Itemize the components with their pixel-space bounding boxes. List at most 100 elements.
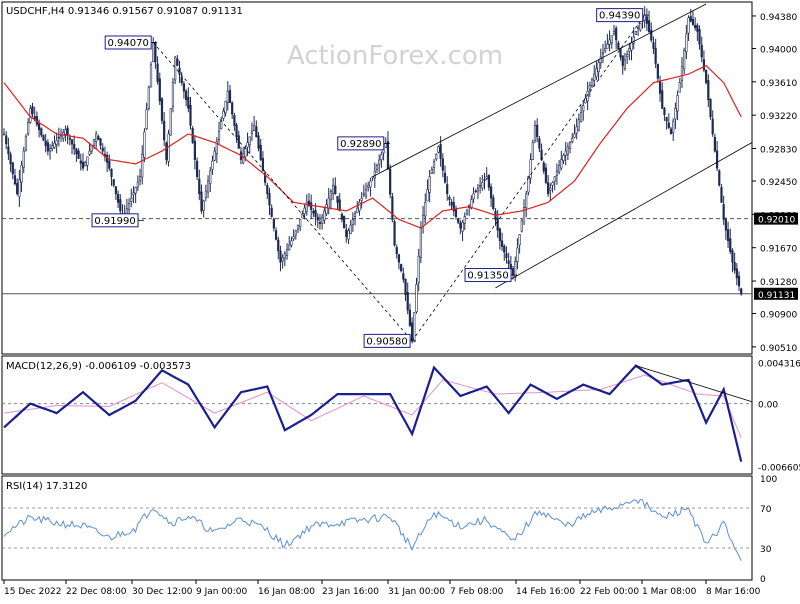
candle-body [597,62,600,73]
candle-body [299,219,302,227]
candle-body [485,176,488,179]
trendline [495,142,753,289]
candle-body [505,253,508,259]
candle-body [99,138,102,146]
candle-body [711,118,714,135]
candle-body [435,153,438,160]
candle-body [33,116,36,120]
candle-body [617,42,620,49]
candle-body [720,187,723,203]
candle-body [658,81,662,94]
candle-body [722,204,725,220]
candle-body [700,44,703,58]
candle-body [389,168,392,195]
candle-body [384,143,387,148]
candle-body [160,98,164,121]
candle-body [713,136,716,152]
candle-body [108,160,111,169]
price-label-text: 0.94070 [108,38,149,49]
candle-body [566,146,569,155]
candle-body [202,200,205,211]
candle-body [310,202,313,210]
candle-body [378,159,381,165]
candle-body [483,179,486,181]
candle-body [143,131,146,158]
rsi-line [3,498,742,561]
candle-body [40,128,43,136]
candle-body [226,90,229,103]
candle-body [441,158,444,171]
candle-body [507,260,510,264]
candle-body [654,47,657,64]
rsi-title: RSI(14) 17.3120 [6,481,87,492]
candle-body [645,16,648,24]
candle-body [303,207,306,215]
candle-body [573,133,576,138]
candle-body [70,139,74,145]
price-label-text: 0.92890 [340,139,381,150]
candle-body [663,108,666,116]
candle-body [402,273,405,280]
candle-body [525,193,528,208]
candle-body [729,238,732,252]
candle-body [189,104,192,126]
x-tick-label: 9 Jan 00:00 [196,587,248,597]
candle-body [329,191,333,201]
candle-body [533,125,537,141]
candle-body [529,159,532,179]
candle-body [674,108,677,120]
price-tick-label: 0.93220 [760,112,797,122]
candle-body [110,168,113,178]
price-label-text: 0.94390 [599,11,640,22]
candle-body [112,179,115,186]
candle-body [340,213,343,220]
candle-body [527,176,530,193]
candle-body [235,124,238,138]
candle-body [11,162,14,175]
rsi-tick-label: 100 [760,475,777,485]
candle-body [261,158,265,172]
candle-body [737,275,741,287]
candle-body [132,192,135,196]
candle-body [22,150,25,168]
candle-body [215,140,218,154]
candle-body [615,27,618,41]
candle-body [233,115,236,126]
candle-body [417,255,420,283]
moving-average-line [3,64,742,229]
x-tick-label: 7 Feb 08:00 [450,587,504,597]
price-layer: 0.94070 0.91990 0.92890 0.90580 0.91350 0.943… [2,3,753,348]
candle-body [689,16,692,22]
price-label-text: 0.90580 [366,336,407,347]
candle-body [316,216,319,221]
candle-body [676,95,679,112]
candle-body [610,35,613,44]
price-tick-label: 0.93610 [760,79,797,89]
candle-body [156,63,159,82]
candle-body [461,222,464,232]
macd-tick-label: 0.004316 [758,360,800,370]
candle-body [647,20,651,33]
candle-body [411,322,414,342]
candle-body [419,227,422,258]
candle-body [500,240,504,247]
candle-body [44,140,47,147]
candle-body [724,219,727,231]
candle-body [169,108,172,136]
candle-body [130,197,133,202]
x-tick-label: 22 Dec 08:00 [66,587,127,597]
candle-body [481,182,484,189]
candle-body [193,140,196,160]
candle-body [158,78,161,102]
x-tick-label: 22 Feb 00:00 [580,587,639,597]
candle-body [353,213,357,217]
candle-body [428,176,431,193]
candle-body [656,64,659,79]
price-tick-label: 0.92450 [760,178,797,188]
candle-body [575,126,578,134]
candle-body [634,31,638,35]
candle-body [55,140,58,145]
rsi-panel-frame [1,475,753,581]
candle-body [426,189,429,202]
